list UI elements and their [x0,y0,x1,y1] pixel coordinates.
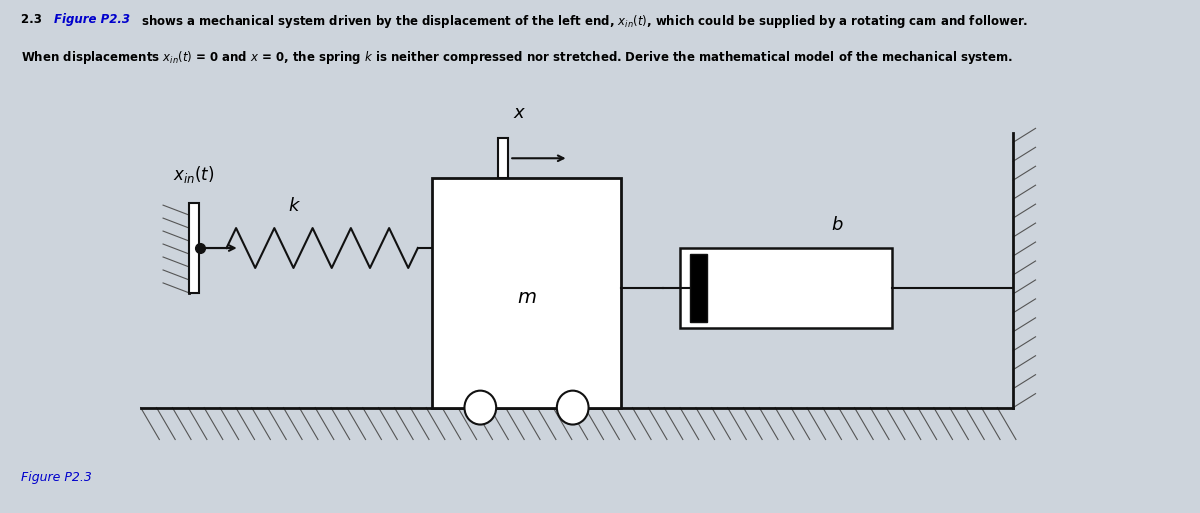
Text: $x_{in}(t)$: $x_{in}(t)$ [173,164,215,185]
Bar [432,178,622,408]
Text: shows a mechanical system driven by the displacement of the left end, $x_{in}(t): shows a mechanical system driven by the … [137,13,1028,30]
Bar [680,248,892,328]
Text: 2.3: 2.3 [20,13,46,27]
Circle shape [557,390,588,425]
Text: $x$: $x$ [514,104,527,123]
Text: $k$: $k$ [288,197,301,215]
Text: Figure P2.3: Figure P2.3 [54,13,131,27]
Text: $m$: $m$ [517,288,536,307]
Bar [498,139,509,178]
Circle shape [464,390,496,425]
Text: $b$: $b$ [830,216,844,234]
Text: Figure P2.3: Figure P2.3 [20,471,91,484]
Bar [690,254,707,322]
Bar [190,203,198,293]
Text: When displacements $x_{in}(t)$ = 0 and $x$ = 0, the spring $k$ is neither compre: When displacements $x_{in}(t)$ = 0 and $… [20,49,1013,66]
